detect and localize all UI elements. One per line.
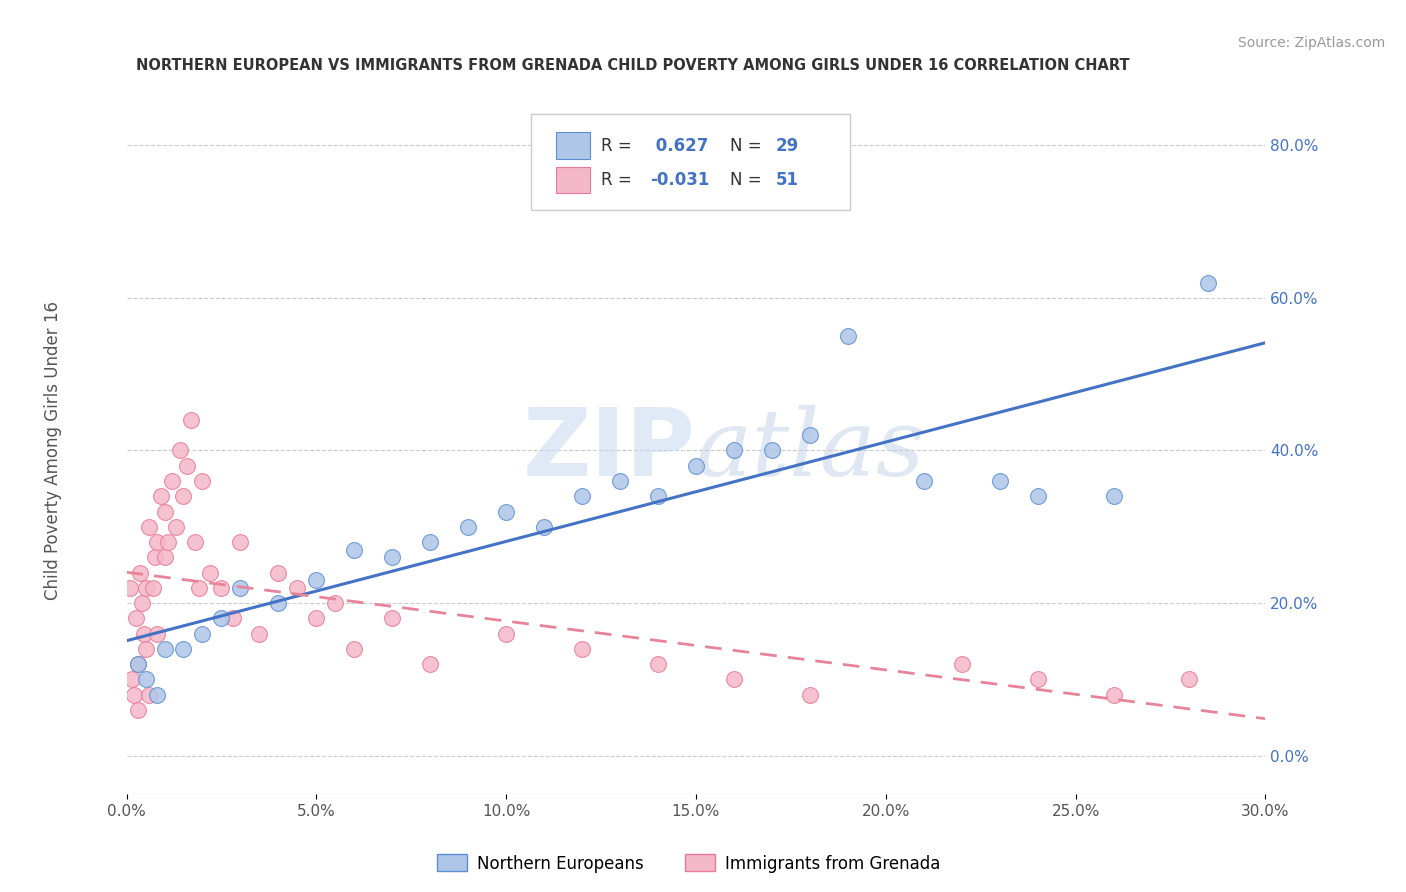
Point	[172, 489, 194, 503]
Point	[305, 573, 328, 587]
Point	[1178, 673, 1201, 687]
Point	[157, 535, 180, 549]
Point	[495, 626, 517, 640]
Point	[647, 657, 669, 672]
Point	[149, 489, 172, 503]
Point	[146, 626, 169, 640]
Point	[169, 443, 191, 458]
Point	[419, 535, 441, 549]
Point	[609, 474, 631, 488]
Point	[267, 566, 290, 580]
Point	[191, 626, 214, 640]
Point	[287, 581, 309, 595]
Text: Child Poverty Among Girls Under 16: Child Poverty Among Girls Under 16	[44, 301, 62, 600]
Point	[305, 611, 328, 625]
Point	[571, 641, 593, 656]
Point	[153, 550, 176, 565]
Point	[1026, 673, 1049, 687]
Point	[1102, 489, 1125, 503]
Point	[685, 458, 707, 473]
Point	[165, 520, 187, 534]
Text: NORTHERN EUROPEAN VS IMMIGRANTS FROM GRENADA CHILD POVERTY AMONG GIRLS UNDER 16 : NORTHERN EUROPEAN VS IMMIGRANTS FROM GRE…	[136, 58, 1129, 73]
Point	[198, 566, 221, 580]
Text: -0.031: -0.031	[651, 171, 710, 189]
Point	[153, 641, 176, 656]
Point	[184, 535, 207, 549]
Text: atlas: atlas	[696, 406, 925, 495]
Point	[146, 688, 169, 702]
Point	[127, 657, 149, 672]
Point	[457, 520, 479, 534]
Point	[761, 443, 783, 458]
Point	[138, 688, 160, 702]
Point	[249, 626, 271, 640]
Point	[127, 703, 149, 717]
Point	[135, 673, 156, 687]
Point	[127, 657, 149, 672]
Point	[229, 581, 252, 595]
Point	[381, 611, 404, 625]
Point	[381, 550, 404, 565]
Point	[647, 489, 669, 503]
Point	[132, 626, 155, 640]
Point	[799, 428, 821, 442]
Text: R =: R =	[602, 171, 637, 189]
Text: N =: N =	[730, 171, 768, 189]
Text: 29: 29	[776, 136, 799, 154]
Point	[1198, 276, 1220, 290]
Point	[343, 542, 366, 557]
Point	[135, 581, 156, 595]
Point	[131, 596, 153, 610]
Text: ZIP: ZIP	[523, 404, 696, 497]
Point	[533, 520, 555, 534]
Point	[723, 443, 745, 458]
Point	[142, 581, 165, 595]
Legend: Northern Europeans, Immigrants from Grenada: Northern Europeans, Immigrants from Gren…	[430, 847, 948, 880]
Point	[191, 474, 214, 488]
Point	[160, 474, 183, 488]
Text: 51: 51	[776, 171, 799, 189]
Point	[837, 329, 859, 343]
Point	[267, 596, 290, 610]
Text: Source: ZipAtlas.com: Source: ZipAtlas.com	[1237, 36, 1385, 50]
Point	[1102, 688, 1125, 702]
Point	[988, 474, 1011, 488]
Text: R =: R =	[602, 136, 637, 154]
Point	[419, 657, 441, 672]
Point	[172, 641, 194, 656]
Point	[571, 489, 593, 503]
Point	[495, 504, 517, 518]
Point	[222, 611, 245, 625]
Point	[176, 458, 198, 473]
Point	[153, 504, 176, 518]
Text: N =: N =	[730, 136, 768, 154]
Point	[128, 566, 150, 580]
Point	[211, 581, 233, 595]
Point	[912, 474, 935, 488]
FancyBboxPatch shape	[555, 132, 591, 159]
Point	[143, 550, 166, 565]
Point	[343, 641, 366, 656]
Point	[187, 581, 209, 595]
Point	[121, 673, 143, 687]
FancyBboxPatch shape	[531, 114, 849, 211]
Point	[323, 596, 347, 610]
Point	[1026, 489, 1049, 503]
Point	[138, 520, 160, 534]
FancyBboxPatch shape	[555, 167, 591, 193]
Text: 0.627: 0.627	[651, 136, 709, 154]
Point	[146, 535, 169, 549]
Point	[122, 688, 145, 702]
Point	[950, 657, 973, 672]
Point	[211, 611, 233, 625]
Point	[125, 611, 148, 625]
Point	[135, 641, 156, 656]
Point	[229, 535, 252, 549]
Point	[180, 413, 202, 427]
Point	[723, 673, 745, 687]
Point	[799, 688, 821, 702]
Point	[120, 581, 142, 595]
